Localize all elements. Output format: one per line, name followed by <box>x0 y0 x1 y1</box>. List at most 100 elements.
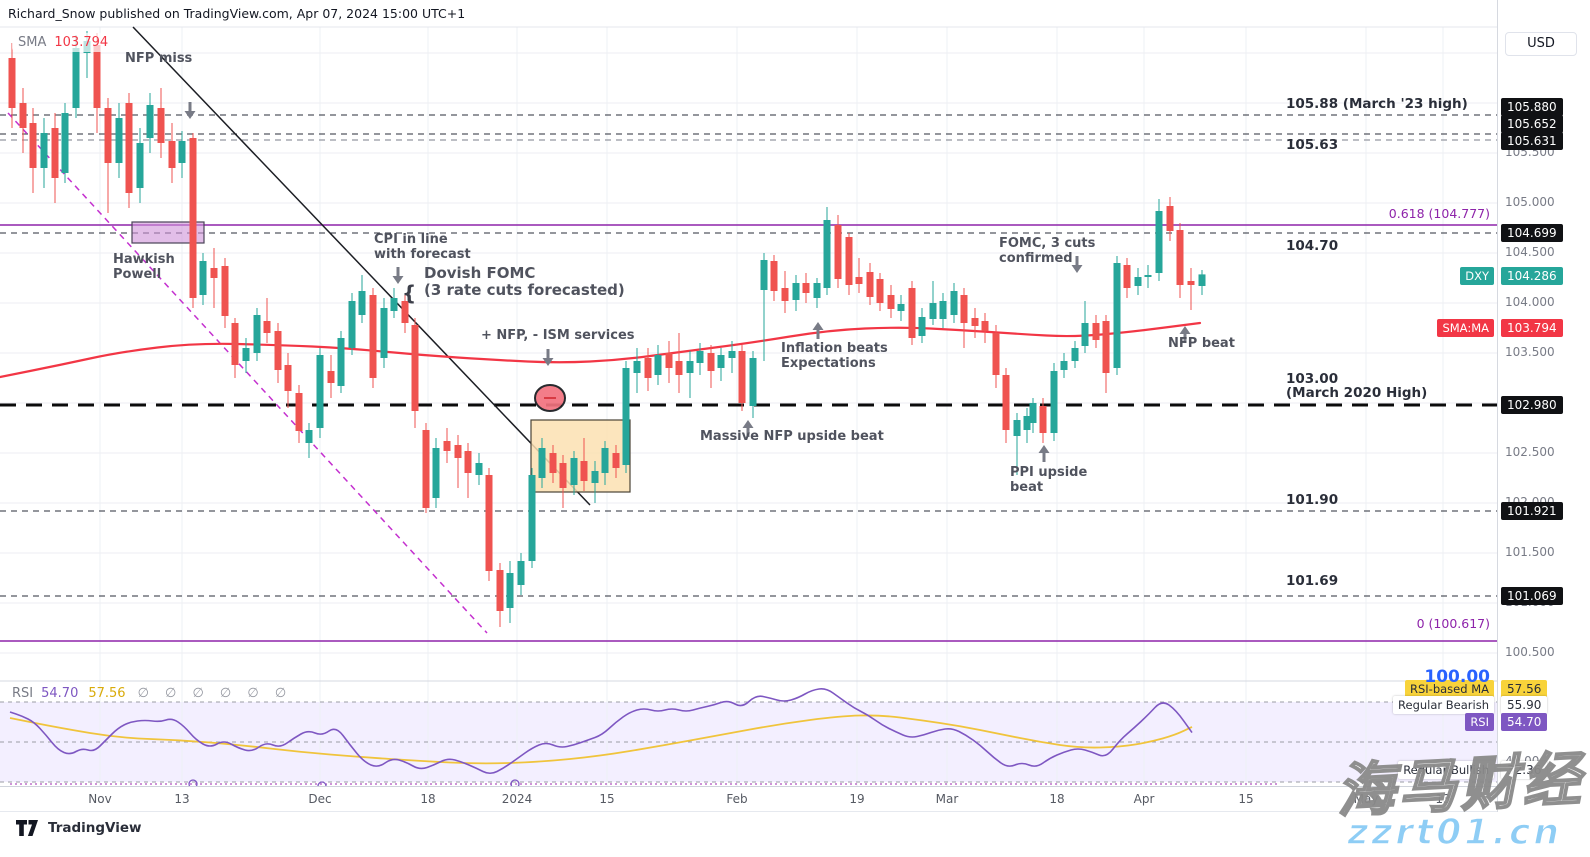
candle <box>51 113 59 203</box>
rsi-value-pill: 54.70 <box>1501 713 1548 731</box>
candle <box>115 103 123 178</box>
candle <box>612 445 620 478</box>
candle <box>422 423 430 513</box>
candle <box>665 341 673 383</box>
candle <box>1134 268 1142 295</box>
candle <box>348 293 356 355</box>
price-level-pill: 105.652 <box>1501 115 1563 133</box>
supply-zone-purple[interactable] <box>131 221 205 244</box>
annotation-text: Inflation beats <box>781 341 888 356</box>
rsi-tag: Regular Bearish <box>1393 696 1494 714</box>
sma-legend-name: SMA <box>18 35 47 50</box>
time-axis-label: Nov <box>88 792 112 806</box>
tradingview-logo-text: TradingView <box>48 820 142 836</box>
candle <box>146 93 154 153</box>
candle <box>813 278 821 308</box>
annotation-text: Massive NFP upside beat <box>700 429 884 444</box>
candle <box>855 258 863 293</box>
candle <box>1198 270 1206 295</box>
rsi-legend[interactable]: RSI 54.70 57.56 ∅ ∅ ∅ ∅ ∅ ∅ <box>12 686 292 701</box>
tradingview-logo-icon <box>16 820 38 836</box>
annotation-text: (3 rate cuts forecasted) <box>424 281 625 299</box>
candle <box>178 131 186 178</box>
price-scale[interactable]: 105.500 105.000 104.500 104.000 103.500 102.5… <box>1497 0 1590 812</box>
candle <box>263 298 271 343</box>
candle <box>1081 301 1089 353</box>
candle <box>570 451 578 495</box>
candle <box>168 123 176 183</box>
candle <box>29 108 37 193</box>
down-arrow-icon <box>1071 256 1083 273</box>
candle <box>1187 268 1195 310</box>
candle <box>199 253 207 305</box>
time-axis-label: 13 <box>174 792 190 806</box>
candle <box>929 281 937 325</box>
candle <box>1123 258 1131 298</box>
candle <box>981 313 989 343</box>
candle <box>1144 265 1152 288</box>
hidden-series-icons: ∅ ∅ ∅ ∅ ∅ ∅ <box>137 686 293 701</box>
rsi-value-pill: 55.90 <box>1501 696 1548 714</box>
candle <box>401 293 409 333</box>
candle <box>580 438 588 491</box>
candle <box>950 283 958 323</box>
time-axis-label: 2024 <box>501 792 533 806</box>
annotation-text: beat <box>1010 480 1043 495</box>
sma-legend[interactable]: SMA 103.794 <box>12 33 115 52</box>
candle <box>1071 341 1079 368</box>
candle <box>908 281 916 345</box>
time-axis-label: 18 <box>420 792 436 806</box>
time-axis[interactable]: Nov 13 Dec 18 2024 15 Feb 19 Mar 18 Apr 15 May 13 <box>0 786 1497 812</box>
candle <box>305 423 313 458</box>
candle <box>221 258 229 328</box>
circle-marker <box>534 384 566 412</box>
candle <box>432 438 440 508</box>
down-arrow-icon <box>392 267 404 284</box>
time-axis-label: 18 <box>1049 792 1065 806</box>
annotation-text: Dovish FOMC <box>424 264 535 282</box>
candle <box>327 355 335 398</box>
publisher-line: Richard_Snow published on TradingView.co… <box>8 6 466 21</box>
rsi-tag: RSI-based MA <box>1405 680 1494 698</box>
candle <box>475 453 483 485</box>
up-arrow-icon <box>812 322 824 339</box>
candle <box>675 333 683 393</box>
price-level-pill: 101.921 <box>1501 502 1563 520</box>
candle <box>918 308 926 343</box>
down-arrow-icon <box>184 102 196 119</box>
currency-toggle-button[interactable]: USD <box>1505 32 1577 56</box>
series-tag: DXY <box>1460 267 1494 285</box>
candle <box>454 435 462 488</box>
candle <box>274 323 282 383</box>
up-arrow-icon <box>1179 326 1191 343</box>
price-level-pill: 102.980 <box>1501 396 1563 414</box>
candle <box>1092 315 1100 348</box>
candle <box>549 445 557 483</box>
candle <box>633 348 641 393</box>
tradingview-branding[interactable]: TradingView <box>16 820 142 836</box>
candle <box>686 351 694 398</box>
annotation-text: NFP beat <box>1168 336 1235 351</box>
candle <box>770 255 778 301</box>
rsi-pane <box>0 688 1497 791</box>
candle <box>464 443 472 498</box>
candle <box>189 133 197 308</box>
brace-mark: { <box>402 281 416 305</box>
candle <box>443 428 451 463</box>
candle <box>897 295 905 321</box>
candle <box>960 288 968 348</box>
rsi-ma-legend-value: 57.56 <box>88 686 126 701</box>
candle <box>1166 197 1174 241</box>
candle <box>358 275 366 323</box>
candle <box>728 341 736 373</box>
candle <box>253 308 261 361</box>
candle <box>316 348 324 438</box>
candle <box>738 345 746 411</box>
sma-line <box>0 321 1202 379</box>
price-tick: 105.000 <box>1505 195 1555 209</box>
candle <box>1060 353 1068 378</box>
annotation-text: + NFP, - ISM services <box>481 328 635 343</box>
